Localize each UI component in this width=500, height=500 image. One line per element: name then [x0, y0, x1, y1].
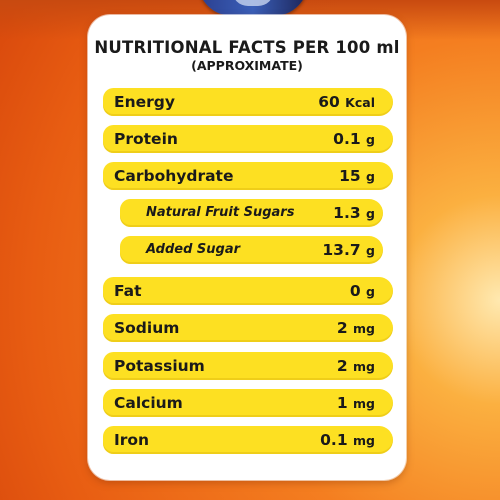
nutrient-value: 13.7 g — [322, 236, 375, 264]
nutrient-value: 1.3 g — [333, 199, 375, 227]
nutrition-panel: NUTRITIONAL FACTS PER 100 ml (APPROXIMAT… — [88, 15, 406, 480]
nutrient-row-fat: Fat 0 g — [103, 277, 393, 305]
nutrient-amount: 1.3 — [333, 204, 361, 222]
brand-logo-fragment — [198, 0, 308, 16]
nutrition-title: NUTRITIONAL FACTS PER 100 ml — [94, 38, 400, 57]
nutrient-value: 2 mg — [337, 314, 375, 342]
nutrient-unit: g — [366, 132, 375, 147]
nutrient-amount: 15 — [339, 167, 361, 185]
nutrient-row-carbohydrate: Carbohydrate 15 g — [103, 162, 393, 190]
nutrient-label: Fat — [114, 282, 142, 300]
nutrient-amount: 13.7 — [322, 241, 361, 259]
nutrient-row-protein: Protein 0.1 g — [103, 125, 393, 153]
nutrient-unit: g — [366, 284, 375, 299]
nutrient-row-added-sugar: Added Sugar 13.7 g — [120, 236, 383, 264]
nutrient-value: 0 g — [350, 277, 375, 305]
nutrient-label: Protein — [114, 130, 178, 148]
nutrient-amount: 0.1 — [333, 130, 361, 148]
nutrient-amount: 0.1 — [320, 431, 348, 449]
nutrient-label: Carbohydrate — [114, 167, 234, 185]
nutrient-row-energy: Energy 60 Kcal — [103, 88, 393, 116]
nutrient-unit: Kcal — [345, 95, 375, 110]
nutrient-row-natural-fruit-sugars: Natural Fruit Sugars 1.3 g — [120, 199, 383, 227]
nutrient-unit: mg — [353, 433, 375, 448]
nutrient-value: 0.1 mg — [320, 426, 375, 454]
nutrient-amount: 0 — [349, 282, 361, 300]
nutrient-label: Iron — [114, 431, 150, 449]
nutrient-unit: g — [366, 243, 375, 258]
nutrient-value: 0.1 g — [333, 125, 375, 153]
nutrient-value: 1 mg — [337, 389, 375, 417]
nutrient-amount: 1 — [336, 394, 348, 412]
nutrient-unit: g — [366, 169, 375, 184]
nutrient-row-potassium: Potassium 2 mg — [103, 352, 393, 380]
nutrient-unit: mg — [353, 396, 375, 411]
nutrient-value: 60 Kcal — [318, 88, 375, 116]
nutrient-amount: 2 — [336, 319, 348, 337]
nutrient-value: 15 g — [339, 162, 375, 190]
nutrient-unit: g — [366, 206, 375, 221]
nutrient-unit: mg — [353, 359, 375, 374]
nutrient-label: Energy — [114, 93, 175, 111]
nutrient-row-calcium: Calcium 1 mg — [103, 389, 393, 417]
nutrient-unit: mg — [353, 321, 375, 336]
nutrient-label: Sodium — [114, 319, 180, 337]
nutrition-subtitle: (APPROXIMATE) — [191, 58, 303, 73]
nutrient-label: Calcium — [114, 394, 183, 412]
nutrient-amount: 60 — [318, 93, 340, 111]
nutrient-row-iron: Iron 0.1 mg — [103, 426, 393, 454]
nutrient-label: Added Sugar — [146, 242, 241, 257]
nutrient-label: Natural Fruit Sugars — [146, 205, 295, 220]
nutrient-value: 2 mg — [337, 352, 375, 380]
nutrient-label: Potassium — [114, 357, 205, 375]
nutrient-row-sodium: Sodium 2 mg — [103, 314, 393, 342]
nutrient-amount: 2 — [336, 357, 348, 375]
